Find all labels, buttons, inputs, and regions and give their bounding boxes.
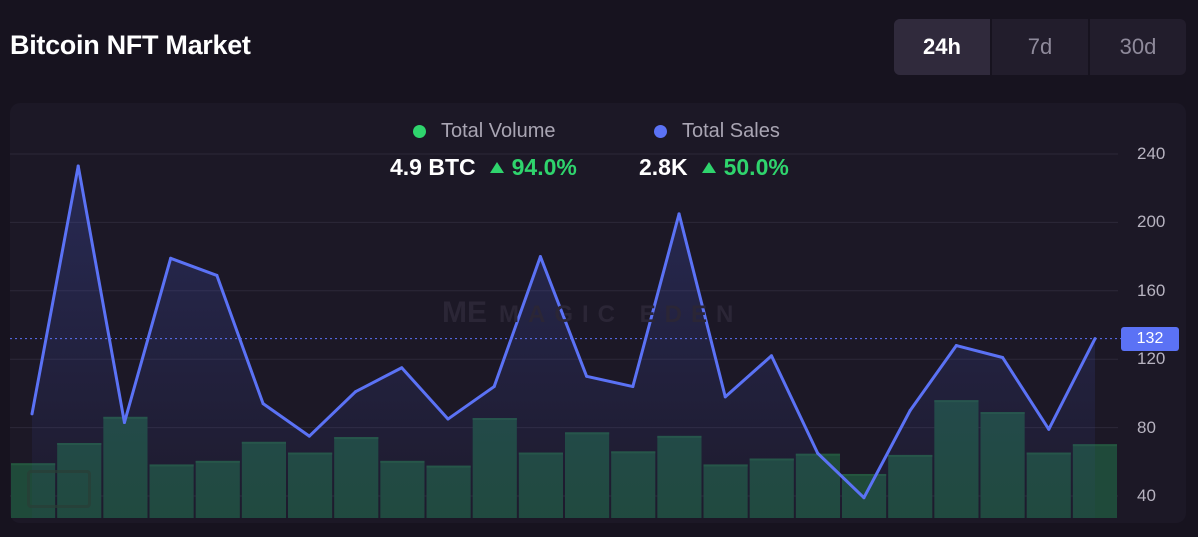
sales-point[interactable] — [215, 273, 219, 277]
volume-dot-icon — [413, 125, 426, 138]
sales-change-value: 50.0% — [723, 154, 789, 180]
y-tick-label: 120 — [1137, 349, 1166, 369]
volume-bar-top — [842, 473, 887, 476]
y-tick-label: 160 — [1137, 280, 1166, 300]
up-arrow-icon — [489, 162, 504, 173]
sales-point[interactable] — [862, 496, 866, 500]
sales-point[interactable] — [954, 344, 958, 348]
up-arrow-icon — [701, 162, 716, 173]
sales-point[interactable] — [446, 417, 450, 421]
sales-point[interactable] — [307, 434, 311, 438]
sales-point[interactable] — [1093, 337, 1097, 341]
sales-stat: 2.8K 50.0% — [639, 154, 789, 181]
sales-point[interactable] — [1047, 427, 1051, 431]
sales-line — [30, 164, 1097, 500]
sales-point[interactable] — [76, 164, 80, 168]
sales-point[interactable] — [261, 402, 265, 406]
legend-volume-label: Total Volume — [441, 120, 556, 142]
sales-point[interactable] — [816, 451, 820, 455]
y-tick-label: 40 — [1137, 486, 1156, 505]
volume-change-value: 94.0% — [511, 154, 577, 180]
sales-point[interactable] — [723, 395, 727, 399]
legend-total-sales: Total Sales — [654, 120, 780, 143]
tab-24h[interactable]: 24h — [894, 19, 992, 75]
sales-point[interactable] — [538, 255, 542, 259]
watermark-text: MAGIC EDEN — [499, 301, 743, 328]
page-title: Bitcoin NFT Market — [10, 30, 251, 60]
timeframe-tabs: 24h 7d 30d — [894, 19, 1186, 75]
tab-30d[interactable]: 30d — [1119, 34, 1157, 59]
legend-sales-label: Total Sales — [682, 120, 780, 142]
sales-point[interactable] — [169, 256, 173, 260]
corner-logo-icon — [27, 470, 91, 508]
sales-point[interactable] — [30, 412, 34, 416]
sales-point[interactable] — [122, 420, 126, 424]
sales-point[interactable] — [585, 374, 589, 378]
tab-7d[interactable]: 7d — [992, 19, 1090, 75]
magic-eden-watermark: ME MAGIC EDEN — [442, 296, 742, 330]
sales-area — [32, 165, 1095, 518]
volume-stat: 4.9 BTC 94.0% — [390, 154, 577, 181]
magic-eden-logo-icon: ME — [442, 296, 487, 329]
sales-dot-icon — [654, 125, 667, 138]
sales-point[interactable] — [1001, 355, 1005, 359]
y-tick-label: 80 — [1137, 417, 1156, 437]
legend-total-volume: Total Volume — [413, 120, 556, 143]
sales-point[interactable] — [908, 409, 912, 412]
sales-point[interactable] — [631, 385, 635, 389]
volume-change: 94.0% — [489, 154, 577, 181]
y-tick-label: 240 — [1137, 144, 1166, 163]
volume-value: 4.9 BTC — [390, 154, 476, 180]
sales-point[interactable] — [769, 354, 773, 358]
sales-point[interactable] — [354, 390, 358, 394]
y-tick-label: 200 — [1137, 212, 1166, 232]
current-value-tag: 132 — [1121, 327, 1179, 351]
sales-change: 50.0% — [701, 154, 789, 181]
sales-point[interactable] — [400, 366, 404, 370]
sales-value: 2.8K — [639, 154, 688, 180]
sales-point[interactable] — [677, 212, 681, 216]
sales-point[interactable] — [492, 385, 496, 389]
